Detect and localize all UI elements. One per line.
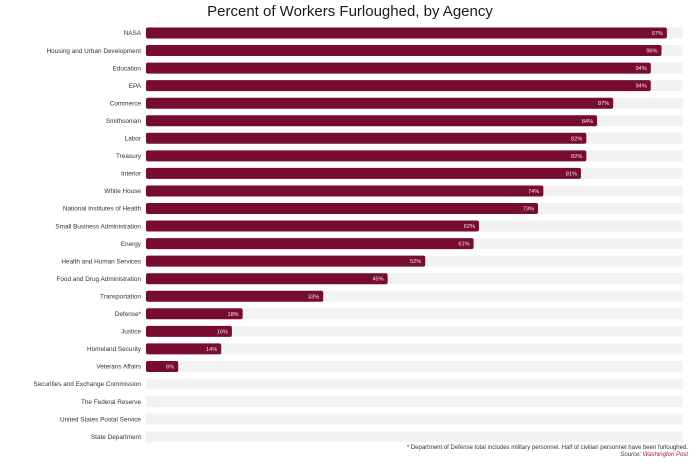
value-label-food-and-drug-administration: 45% [372,277,383,283]
value-label-small-business-administration: 62% [464,224,475,230]
category-label-small-business-administration: Small Business Administration [55,223,141,230]
value-label-interior: 81% [566,171,577,177]
value-label-securities-and-exchange-commission: 0% [148,382,156,388]
value-label-transportation: 33% [308,294,319,300]
category-label-education: Education [113,65,142,72]
bar-national-institutes-of-health [146,203,539,214]
value-label-health-and-human-services: 52% [410,259,421,265]
category-label-labor: Labor [125,136,142,143]
category-label-interior: Interior [121,171,142,178]
bar-white-house [146,185,544,197]
bar-housing-and-urban-development [146,45,662,57]
category-label-energy: Energy [121,241,142,248]
category-label-commerce: Commerce [110,100,142,107]
bar-veterans-affairs [146,360,179,372]
value-label-veterans-affairs: 6% [166,364,174,370]
bar-nasa [146,27,667,39]
bar-track-united-states-postal-service [146,413,683,425]
bar-track-securities-and-exchange-commission [146,378,683,390]
category-label-treasury: Treasury [116,153,142,160]
category-label-securities-and-exchange-commission: Securities and Exchange Commission [33,381,141,388]
category-label-transportation: Transportation [100,293,141,300]
bar-track-homeland-security [146,343,683,355]
value-label-justice: 16% [217,329,228,335]
bar-track-justice [146,325,683,337]
value-label-commerce: 87% [598,101,609,107]
value-label-energy: 61% [458,242,469,248]
value-label-white-house: 74% [528,189,539,195]
bar-labor [146,132,587,144]
category-label-homeland-security: Homeland Security [87,346,142,353]
value-label-smithsonian: 84% [582,119,593,125]
bar-track-veterans-affairs [146,360,683,372]
bar-justice [146,325,232,337]
bar-defense [146,308,243,320]
bar-food-and-drug-administration [146,273,388,285]
bar-treasury [146,150,587,162]
value-label-state-department: 0% [148,435,156,441]
value-label-united-states-postal-service: 0% [148,417,156,423]
bar-education [146,62,651,74]
value-label-homeland-security: 14% [206,347,217,353]
value-label-nasa: 97% [652,31,663,37]
bar-track-state-department [146,431,683,443]
category-label-white-house: White House [104,188,141,195]
bar-track-the-federal-reserve [146,396,683,408]
bar-track-defense [146,308,683,320]
value-label-epa: 94% [636,84,647,90]
bar-track-transportation [146,290,683,302]
bar-interior [146,167,581,179]
category-label-justice: Justice [121,329,141,336]
value-label-the-federal-reserve: 0% [148,400,156,406]
category-label-housing-and-urban-development: Housing and Urban Development [47,48,142,55]
value-label-defense: 18% [227,312,238,318]
category-label-veterans-affairs: Veterans Affairs [96,364,141,371]
category-label-united-states-postal-service: United States Postal Service [60,416,141,423]
bar-homeland-security [146,343,222,355]
bar-energy [146,238,474,250]
category-label-smithsonian: Smithsonian [106,118,142,125]
category-label-food-and-drug-administration: Food and Drug Administration [56,276,141,283]
source-line: Source: Washington Post [620,452,688,458]
category-label-defense: Defense* [115,311,142,318]
bar-smithsonian [146,115,598,127]
value-label-education: 94% [636,66,647,72]
bar-small-business-administration [146,220,479,232]
value-label-treasury: 82% [571,154,582,160]
bar-commerce [146,97,614,109]
value-label-labor: 82% [571,136,582,142]
category-label-health-and-human-services: Health and Human Services [61,258,141,265]
bar-epa [146,80,651,92]
footnote: * Department of Defense total includes m… [406,445,688,451]
value-label-national-institutes-of-health: 73% [523,207,534,213]
category-label-state-department: State Department [91,434,141,441]
bar-track-food-and-drug-administration [146,273,683,285]
chart-title: Percent of Workers Furloughed, by Agency [207,3,493,20]
category-label-the-federal-reserve: The Federal Reserve [81,399,141,406]
bar-transportation [146,290,324,302]
category-label-national-institutes-of-health: National Institutes of Health [63,206,142,213]
bar-health-and-human-services [146,255,426,267]
source-name: Washington Post [642,452,688,458]
category-label-nasa: NASA [124,30,142,37]
value-label-housing-and-urban-development: 96% [646,49,657,55]
source-label: Source: [620,452,642,458]
category-label-epa: EPA [129,83,142,90]
